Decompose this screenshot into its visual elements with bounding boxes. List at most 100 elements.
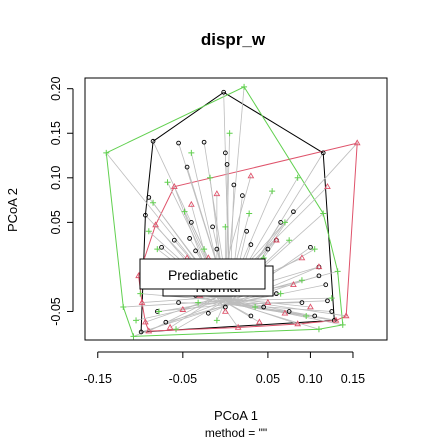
point-prediabetic	[342, 312, 350, 319]
spoke-prediabetic	[148, 296, 218, 332]
point-normal	[248, 313, 254, 319]
x-tick-label: 0.05	[256, 372, 280, 386]
x-tick-label: -0.05	[169, 372, 198, 386]
point-prediabetic	[307, 303, 314, 310]
point-normal	[240, 193, 245, 198]
point-prediabetic	[166, 323, 174, 330]
point-healthy	[281, 219, 288, 226]
point-healthy	[339, 321, 346, 328]
spoke-normal	[208, 303, 230, 314]
point-healthy	[269, 188, 276, 195]
point-prediabetic	[213, 190, 221, 197]
y-tick-label: 0.05	[49, 210, 63, 234]
x-tick-label: -0.15	[84, 372, 113, 386]
plot-frame	[84, 77, 388, 341]
point-healthy	[164, 179, 171, 186]
point-healthy	[277, 290, 284, 297]
point-prediabetic	[281, 309, 289, 316]
point-normal	[316, 273, 322, 279]
point-prediabetic	[138, 298, 146, 305]
point-normal	[323, 282, 329, 288]
point-prediabetic	[145, 327, 153, 334]
point-healthy	[195, 299, 202, 306]
point-healthy	[145, 228, 152, 235]
point-normal	[163, 319, 169, 325]
point-normal	[248, 242, 254, 247]
point-healthy	[286, 237, 293, 244]
chart-title: dispr_w	[201, 30, 266, 49]
point-normal	[187, 236, 192, 241]
spoke-normal	[165, 303, 230, 323]
y-tick-label: 0.15	[49, 121, 63, 145]
y-tick-label: -0.05	[49, 297, 63, 326]
point-normal	[210, 224, 215, 230]
x-tick-label: 0.10	[298, 372, 322, 386]
point-healthy	[173, 326, 180, 333]
axes: -0.15 -0.05 0.05 0.10 0.15 -0.05 0.05 0.10 0.15 0…	[49, 76, 365, 386]
point-prediabetic	[324, 183, 331, 189]
point-normal	[138, 329, 144, 335]
point-healthy	[334, 268, 341, 275]
point-normal	[231, 182, 237, 188]
point-normal	[176, 140, 181, 146]
spoke-healthy	[123, 300, 226, 308]
point-healthy	[120, 304, 127, 311]
point-healthy	[154, 246, 161, 253]
point-healthy	[311, 246, 318, 253]
x-axis-label: PCoA 1	[214, 408, 258, 423]
spoke-healthy	[140, 293, 226, 302]
point-normal	[188, 220, 194, 225]
spoke-healthy	[133, 300, 226, 337]
point-healthy	[246, 210, 253, 217]
point-normal	[308, 244, 313, 250]
point-normal	[265, 246, 271, 252]
method-subtitle: method = ""	[205, 426, 267, 440]
point-normal	[193, 248, 198, 254]
point-healthy	[188, 149, 195, 156]
point-prediabetic	[256, 318, 263, 325]
x-tick-label: 0.15	[341, 372, 365, 386]
spoke-prediabetic	[169, 296, 218, 328]
point-prediabetic	[247, 172, 255, 179]
point-normal	[150, 138, 156, 144]
legend-box-front	[139, 258, 266, 290]
point-healthy	[222, 223, 229, 230]
point-healthy	[226, 130, 233, 137]
spoke-normal	[229, 304, 252, 317]
point-prediabetic	[273, 236, 280, 243]
point-normal	[244, 228, 249, 234]
point-prediabetic	[179, 305, 187, 312]
hull-prediabetic	[138, 142, 358, 332]
point-normal	[320, 150, 326, 156]
point-healthy	[156, 308, 163, 315]
point-normal	[146, 195, 152, 200]
y-tick-label: 0.20	[49, 76, 63, 100]
point-prediabetic	[294, 320, 302, 327]
point-normal	[312, 313, 318, 319]
legend-label-prediabetic: Prediabetic	[168, 267, 238, 283]
point-prediabetic	[290, 281, 297, 287]
point-healthy	[181, 208, 188, 215]
point-healthy	[201, 246, 208, 253]
point-healthy	[133, 317, 140, 324]
point-healthy	[241, 83, 248, 90]
legend: Normal Prediabetic	[139, 258, 274, 297]
point-normal	[143, 212, 148, 218]
point-normal	[223, 150, 228, 156]
point-normal	[286, 309, 292, 314]
point-normal	[176, 300, 181, 305]
point-healthy	[315, 326, 322, 333]
point-prediabetic	[234, 323, 242, 330]
point-normal	[201, 139, 207, 145]
point-prediabetic	[353, 139, 361, 146]
spoke-healthy	[216, 300, 226, 321]
point-prediabetic	[142, 318, 149, 325]
point-normal	[224, 162, 230, 167]
point-healthy	[328, 295, 335, 302]
point-normal	[184, 164, 190, 170]
y-axis-label: PCoA 2	[5, 188, 20, 232]
point-healthy	[207, 174, 214, 181]
point-normal	[299, 300, 305, 305]
point-normal	[214, 246, 220, 252]
